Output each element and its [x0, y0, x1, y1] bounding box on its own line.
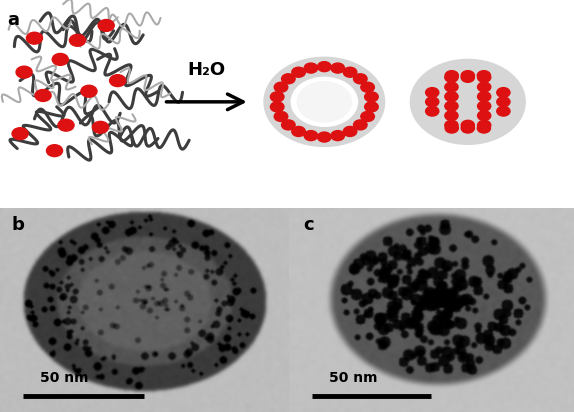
Circle shape	[26, 32, 42, 44]
Circle shape	[461, 123, 475, 133]
Circle shape	[274, 82, 288, 92]
Text: 50 nm: 50 nm	[329, 372, 377, 386]
Circle shape	[410, 59, 525, 144]
Circle shape	[12, 128, 28, 140]
Circle shape	[461, 73, 475, 82]
Circle shape	[445, 91, 458, 101]
Circle shape	[461, 120, 475, 130]
Circle shape	[16, 66, 32, 78]
Circle shape	[292, 126, 305, 136]
Circle shape	[270, 92, 284, 102]
Circle shape	[69, 34, 86, 46]
Circle shape	[282, 120, 295, 130]
Circle shape	[354, 120, 367, 130]
Circle shape	[426, 88, 439, 97]
Text: b: b	[11, 216, 25, 234]
Circle shape	[343, 126, 357, 136]
Circle shape	[497, 88, 510, 97]
Circle shape	[46, 145, 63, 157]
Circle shape	[292, 67, 305, 77]
Circle shape	[291, 77, 358, 126]
Circle shape	[98, 19, 114, 31]
Circle shape	[364, 92, 378, 102]
Circle shape	[445, 70, 459, 80]
Circle shape	[35, 89, 51, 101]
Circle shape	[304, 131, 317, 140]
Circle shape	[497, 97, 510, 107]
Circle shape	[317, 132, 331, 142]
Circle shape	[361, 112, 374, 122]
Circle shape	[343, 67, 357, 77]
Circle shape	[445, 101, 458, 111]
Circle shape	[282, 74, 295, 84]
Circle shape	[445, 82, 458, 92]
Circle shape	[274, 112, 288, 122]
Circle shape	[478, 73, 491, 82]
Circle shape	[270, 102, 284, 112]
Circle shape	[331, 131, 344, 140]
Circle shape	[477, 123, 490, 133]
Circle shape	[497, 106, 510, 116]
Circle shape	[478, 101, 491, 111]
Circle shape	[361, 82, 374, 92]
Circle shape	[304, 63, 317, 73]
Circle shape	[297, 82, 351, 122]
Circle shape	[58, 119, 74, 131]
Circle shape	[478, 111, 491, 121]
Circle shape	[445, 120, 458, 130]
Text: H₂O: H₂O	[188, 61, 226, 79]
Circle shape	[445, 123, 459, 133]
Circle shape	[52, 54, 68, 66]
Circle shape	[477, 70, 490, 80]
Text: c: c	[303, 216, 313, 234]
Circle shape	[354, 74, 367, 84]
Circle shape	[478, 82, 491, 92]
Circle shape	[92, 122, 108, 133]
Circle shape	[445, 111, 458, 121]
Circle shape	[331, 63, 344, 73]
Circle shape	[81, 85, 97, 97]
Text: 50 nm: 50 nm	[40, 372, 89, 386]
Circle shape	[264, 57, 385, 146]
Circle shape	[317, 62, 331, 72]
Circle shape	[426, 106, 439, 116]
Circle shape	[445, 73, 458, 82]
Circle shape	[364, 102, 378, 112]
Circle shape	[461, 70, 475, 80]
Text: a: a	[7, 11, 19, 28]
Circle shape	[478, 91, 491, 101]
Circle shape	[478, 120, 491, 130]
Circle shape	[426, 97, 439, 107]
Circle shape	[110, 75, 126, 87]
